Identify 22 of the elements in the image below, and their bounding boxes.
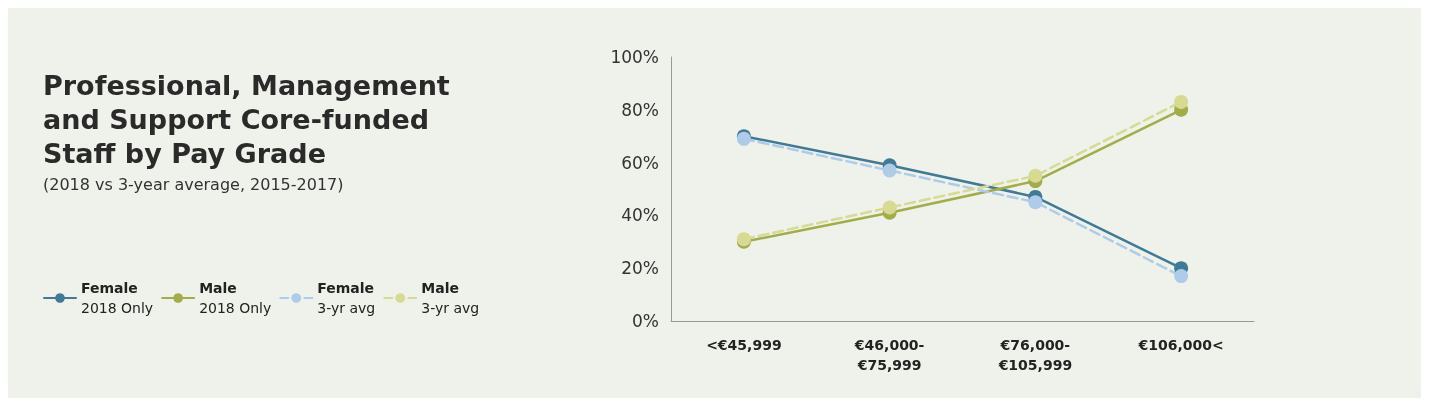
legend-label: Female 2018 Only bbox=[81, 280, 154, 316]
legend-label: Female 3-yr avg bbox=[317, 280, 376, 316]
text: Professional, Management and Support Core-funded Staff by Pay Grade bbox=[43, 69, 460, 169]
x-tick-label: €76,000- €105,999 bbox=[997, 337, 1073, 373]
y-tick-label: 0% bbox=[632, 311, 659, 331]
y-tick-label: 80% bbox=[621, 99, 659, 120]
x-tick-label: <€45,999 bbox=[706, 337, 782, 353]
point bbox=[1174, 269, 1189, 284]
legend-label: Male 2018 Only bbox=[199, 280, 272, 316]
y-tick-label: 40% bbox=[621, 205, 659, 226]
point bbox=[1028, 195, 1043, 210]
point bbox=[1028, 168, 1043, 183]
point bbox=[882, 200, 897, 215]
text: (2018 vs 3-year average, 2015-2017) bbox=[43, 174, 344, 194]
y-tick-label: 60% bbox=[621, 152, 659, 173]
point bbox=[882, 163, 897, 178]
x-tick-label: €46,000- €75,999 bbox=[853, 337, 925, 373]
y-tick-label: 20% bbox=[621, 258, 659, 279]
legend-label: Male 3-yr avg bbox=[421, 280, 480, 316]
point bbox=[1174, 94, 1189, 109]
x-tick-label: €106,000< bbox=[1137, 337, 1224, 353]
y-tick-label: 100% bbox=[610, 47, 659, 67]
